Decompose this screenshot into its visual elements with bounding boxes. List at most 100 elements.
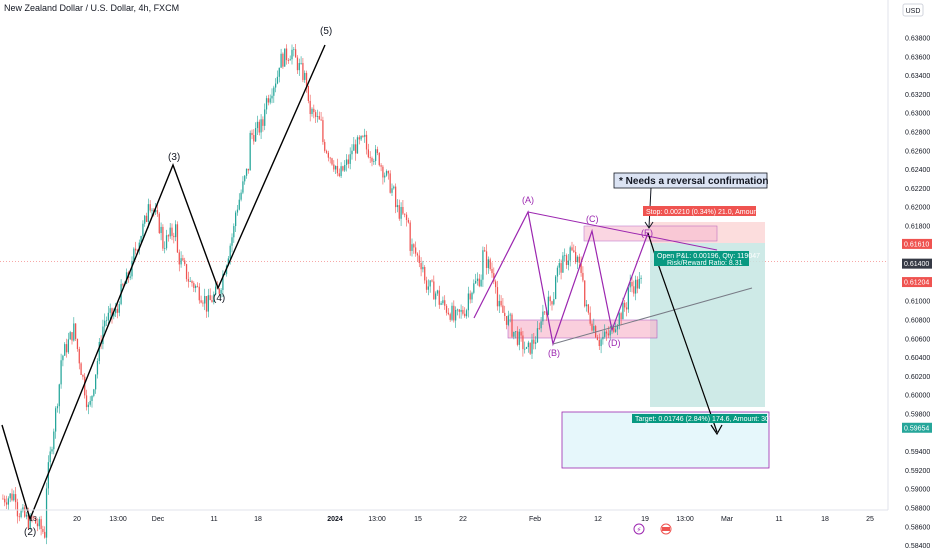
candle-body [400, 207, 402, 219]
candle-body [247, 168, 249, 171]
candle-body [84, 376, 86, 396]
wave-label-5: (5) [320, 26, 332, 37]
candle-body [9, 493, 11, 499]
price-tick-label: 0.62800 [905, 130, 930, 137]
candle-body [251, 132, 253, 136]
candle-body [242, 181, 244, 193]
candle-body [142, 223, 144, 236]
candle-body [324, 141, 326, 151]
candle-body [411, 244, 413, 251]
candle-body [111, 308, 113, 317]
candle-body [525, 347, 528, 349]
candle-body [433, 281, 435, 300]
time-axis[interactable]: 13 20 13:00 Dec 11 18 2024 13:00 15 22 Feb 12 19 13:0… [29, 516, 874, 523]
candle-body [340, 166, 342, 177]
candle-body [531, 339, 533, 354]
candle-body [580, 262, 582, 273]
candle-body [367, 149, 369, 158]
candle-body [245, 168, 248, 176]
candle-body [625, 307, 628, 310]
price-label-badge [902, 258, 932, 269]
candle-body [478, 278, 480, 287]
candle-body [280, 53, 282, 68]
price-tick-label: 0.59000 [905, 487, 930, 494]
candle-body [624, 302, 626, 308]
candle-body [213, 294, 215, 303]
price-tick-label: 0.60600 [905, 336, 930, 343]
candle-body [360, 135, 362, 140]
candle-body [362, 135, 364, 137]
target-zone [650, 243, 765, 407]
candle-body [415, 247, 417, 254]
candle-body [395, 186, 397, 208]
candle-body [136, 250, 139, 252]
candle-body [180, 258, 182, 265]
candle-body [15, 494, 17, 503]
price-tick-label: 0.60000 [905, 393, 930, 400]
candle-body [40, 519, 42, 530]
currency-button[interactable] [902, 3, 924, 17]
candle-body [311, 108, 313, 115]
price-tick-label: 0.62400 [905, 167, 930, 174]
candle-body [102, 326, 104, 345]
candle-body [576, 256, 579, 263]
candle-body [193, 283, 195, 289]
candle-body [627, 287, 629, 310]
candle-body [293, 49, 295, 51]
candle-body [567, 260, 569, 265]
candle-body [591, 323, 593, 331]
candle-body [358, 137, 360, 140]
candle-body [522, 335, 524, 350]
candle-body [409, 222, 411, 251]
time-tick-label: Mar [721, 516, 734, 523]
candle-body [184, 260, 186, 265]
candle-body [338, 173, 340, 177]
candle-body [496, 287, 499, 307]
candle-body [425, 280, 428, 290]
candle-body [155, 210, 157, 213]
price-tick-label: 0.61800 [905, 224, 930, 231]
candle-body [345, 159, 348, 165]
time-tick-label: 11 [775, 516, 782, 523]
candle-body [42, 529, 44, 532]
candle-body [115, 308, 117, 314]
candle-body [389, 173, 391, 193]
price-tick-label: 0.61000 [905, 299, 930, 306]
candle-body [318, 116, 320, 120]
candle-body [344, 164, 346, 171]
candle-body [44, 531, 46, 538]
candle-body [520, 331, 522, 336]
price-tick-label: 0.62000 [905, 205, 930, 212]
candle-body [489, 259, 491, 270]
candle-body [424, 267, 426, 281]
candle-body [235, 212, 237, 227]
candle-body [320, 119, 322, 121]
dividend-event-icon[interactable] [633, 523, 645, 535]
candle-body [589, 312, 591, 324]
candle-body [336, 165, 339, 174]
candle-body [302, 63, 304, 80]
time-tick-label: 20 [73, 516, 81, 523]
candle-body [429, 280, 431, 287]
candle-body [635, 279, 637, 294]
candle-body [265, 98, 268, 110]
price-tick-label: 0.58400 [905, 543, 930, 550]
candle-body [149, 204, 151, 211]
candle-body [407, 219, 409, 223]
candle-body [220, 289, 222, 294]
candle-body [467, 293, 469, 311]
candle-body [524, 348, 526, 350]
candle-body [449, 314, 451, 320]
candle-body [378, 152, 380, 166]
candle-body [144, 215, 146, 224]
candle-body [98, 341, 100, 362]
candle-body [464, 313, 466, 317]
candle-body [240, 192, 242, 200]
candle-body [304, 72, 306, 80]
candle-body [122, 284, 124, 286]
candle-body [260, 119, 262, 133]
price-tick-label: 0.59200 [905, 468, 930, 475]
candle-body [471, 292, 473, 300]
